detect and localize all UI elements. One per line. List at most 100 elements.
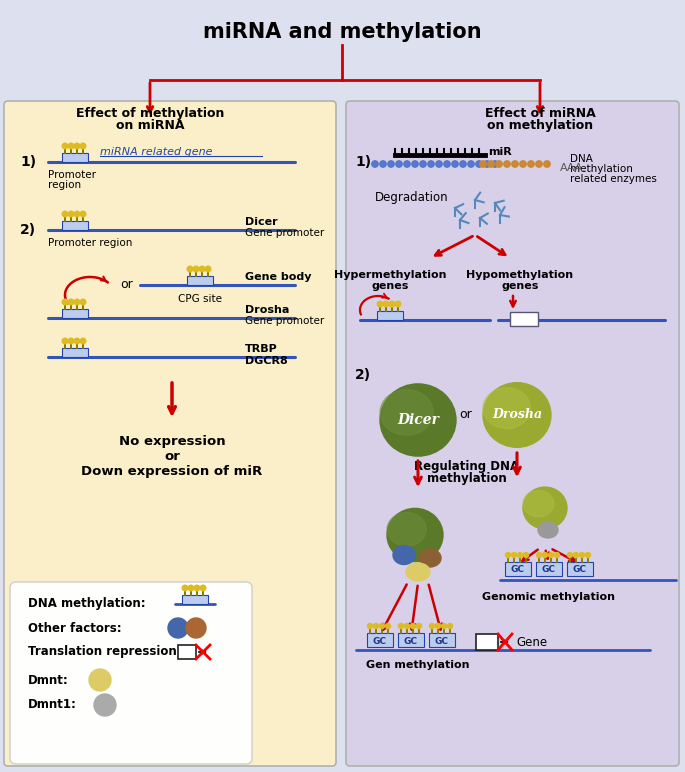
Text: or: or — [164, 450, 180, 463]
FancyBboxPatch shape — [187, 276, 213, 285]
Circle shape — [68, 143, 74, 149]
Ellipse shape — [387, 513, 426, 547]
Text: Dmnt:: Dmnt: — [28, 673, 68, 686]
Text: region: region — [48, 180, 81, 190]
Circle shape — [193, 266, 199, 272]
Circle shape — [452, 161, 458, 168]
Circle shape — [200, 585, 206, 591]
Circle shape — [528, 161, 534, 168]
Circle shape — [386, 624, 390, 628]
Circle shape — [80, 338, 86, 344]
Circle shape — [503, 161, 510, 168]
Circle shape — [74, 338, 79, 344]
FancyBboxPatch shape — [398, 633, 424, 647]
Circle shape — [512, 553, 516, 557]
Circle shape — [379, 624, 384, 628]
Circle shape — [367, 624, 373, 628]
FancyBboxPatch shape — [346, 101, 679, 766]
Text: genes: genes — [371, 281, 409, 291]
Circle shape — [80, 143, 86, 149]
Circle shape — [580, 553, 584, 557]
FancyBboxPatch shape — [429, 633, 455, 647]
Circle shape — [496, 161, 502, 168]
Text: Dicer: Dicer — [245, 217, 277, 227]
FancyBboxPatch shape — [62, 309, 88, 318]
Text: miR: miR — [488, 147, 512, 157]
Text: miRNA and methylation: miRNA and methylation — [203, 22, 482, 42]
Text: Regulating DNA: Regulating DNA — [414, 460, 519, 473]
Ellipse shape — [406, 563, 430, 581]
Text: Gen methylation: Gen methylation — [366, 660, 470, 670]
FancyBboxPatch shape — [178, 645, 196, 659]
FancyBboxPatch shape — [182, 595, 208, 604]
Circle shape — [405, 624, 410, 628]
Text: Down expression of miR: Down expression of miR — [82, 465, 262, 478]
Ellipse shape — [380, 390, 433, 435]
Text: Drosha: Drosha — [245, 305, 289, 315]
Circle shape — [62, 338, 68, 344]
FancyBboxPatch shape — [10, 582, 252, 764]
Circle shape — [68, 300, 74, 305]
Text: Other factors:: Other factors: — [28, 621, 122, 635]
Text: GC: GC — [573, 566, 587, 574]
Circle shape — [395, 301, 401, 306]
Text: miRNA related gene: miRNA related gene — [100, 147, 212, 157]
Text: DNA: DNA — [570, 154, 593, 164]
Text: genes: genes — [501, 281, 538, 291]
Text: Gene promoter: Gene promoter — [245, 228, 324, 238]
Circle shape — [186, 618, 206, 638]
Circle shape — [460, 161, 466, 168]
Circle shape — [586, 553, 590, 557]
FancyBboxPatch shape — [367, 633, 393, 647]
Text: GC: GC — [511, 566, 525, 574]
Circle shape — [206, 266, 211, 272]
Circle shape — [506, 553, 510, 557]
Circle shape — [536, 161, 543, 168]
Circle shape — [188, 585, 194, 591]
Text: 1): 1) — [20, 155, 36, 169]
Text: Degradation: Degradation — [375, 191, 449, 205]
Circle shape — [372, 161, 378, 168]
Circle shape — [403, 161, 410, 168]
Text: on miRNA: on miRNA — [116, 119, 184, 132]
Circle shape — [517, 553, 523, 557]
Ellipse shape — [523, 487, 567, 529]
Ellipse shape — [380, 384, 456, 456]
Circle shape — [543, 553, 547, 557]
Text: Hypermethylation: Hypermethylation — [334, 270, 446, 280]
Circle shape — [388, 161, 394, 168]
Circle shape — [447, 624, 453, 628]
Circle shape — [573, 553, 579, 557]
Text: DGCR8: DGCR8 — [245, 356, 288, 366]
Circle shape — [488, 161, 494, 168]
Ellipse shape — [538, 522, 558, 538]
Circle shape — [554, 553, 560, 557]
Text: Gene promoter: Gene promoter — [245, 316, 324, 326]
FancyBboxPatch shape — [510, 312, 538, 326]
Circle shape — [389, 301, 395, 306]
Text: 1): 1) — [355, 155, 371, 169]
Ellipse shape — [523, 490, 553, 516]
Text: CPG site: CPG site — [178, 294, 222, 304]
Circle shape — [377, 301, 383, 306]
Text: Genomic methylation: Genomic methylation — [482, 592, 616, 602]
FancyBboxPatch shape — [62, 348, 88, 357]
FancyBboxPatch shape — [377, 311, 403, 320]
Circle shape — [444, 161, 450, 168]
Text: Drosha: Drosha — [492, 408, 542, 422]
Circle shape — [567, 553, 573, 557]
Circle shape — [80, 212, 86, 217]
Circle shape — [479, 161, 486, 168]
Circle shape — [187, 266, 192, 272]
Circle shape — [436, 624, 440, 628]
FancyBboxPatch shape — [62, 153, 88, 162]
Circle shape — [195, 585, 200, 591]
Circle shape — [484, 161, 490, 168]
Circle shape — [68, 338, 74, 344]
Ellipse shape — [393, 546, 415, 564]
Text: Promoter: Promoter — [48, 170, 96, 180]
Text: Dmnt1:: Dmnt1: — [28, 699, 77, 712]
Text: GC: GC — [373, 636, 387, 645]
Circle shape — [89, 669, 111, 691]
Text: on methylation: on methylation — [487, 119, 593, 132]
